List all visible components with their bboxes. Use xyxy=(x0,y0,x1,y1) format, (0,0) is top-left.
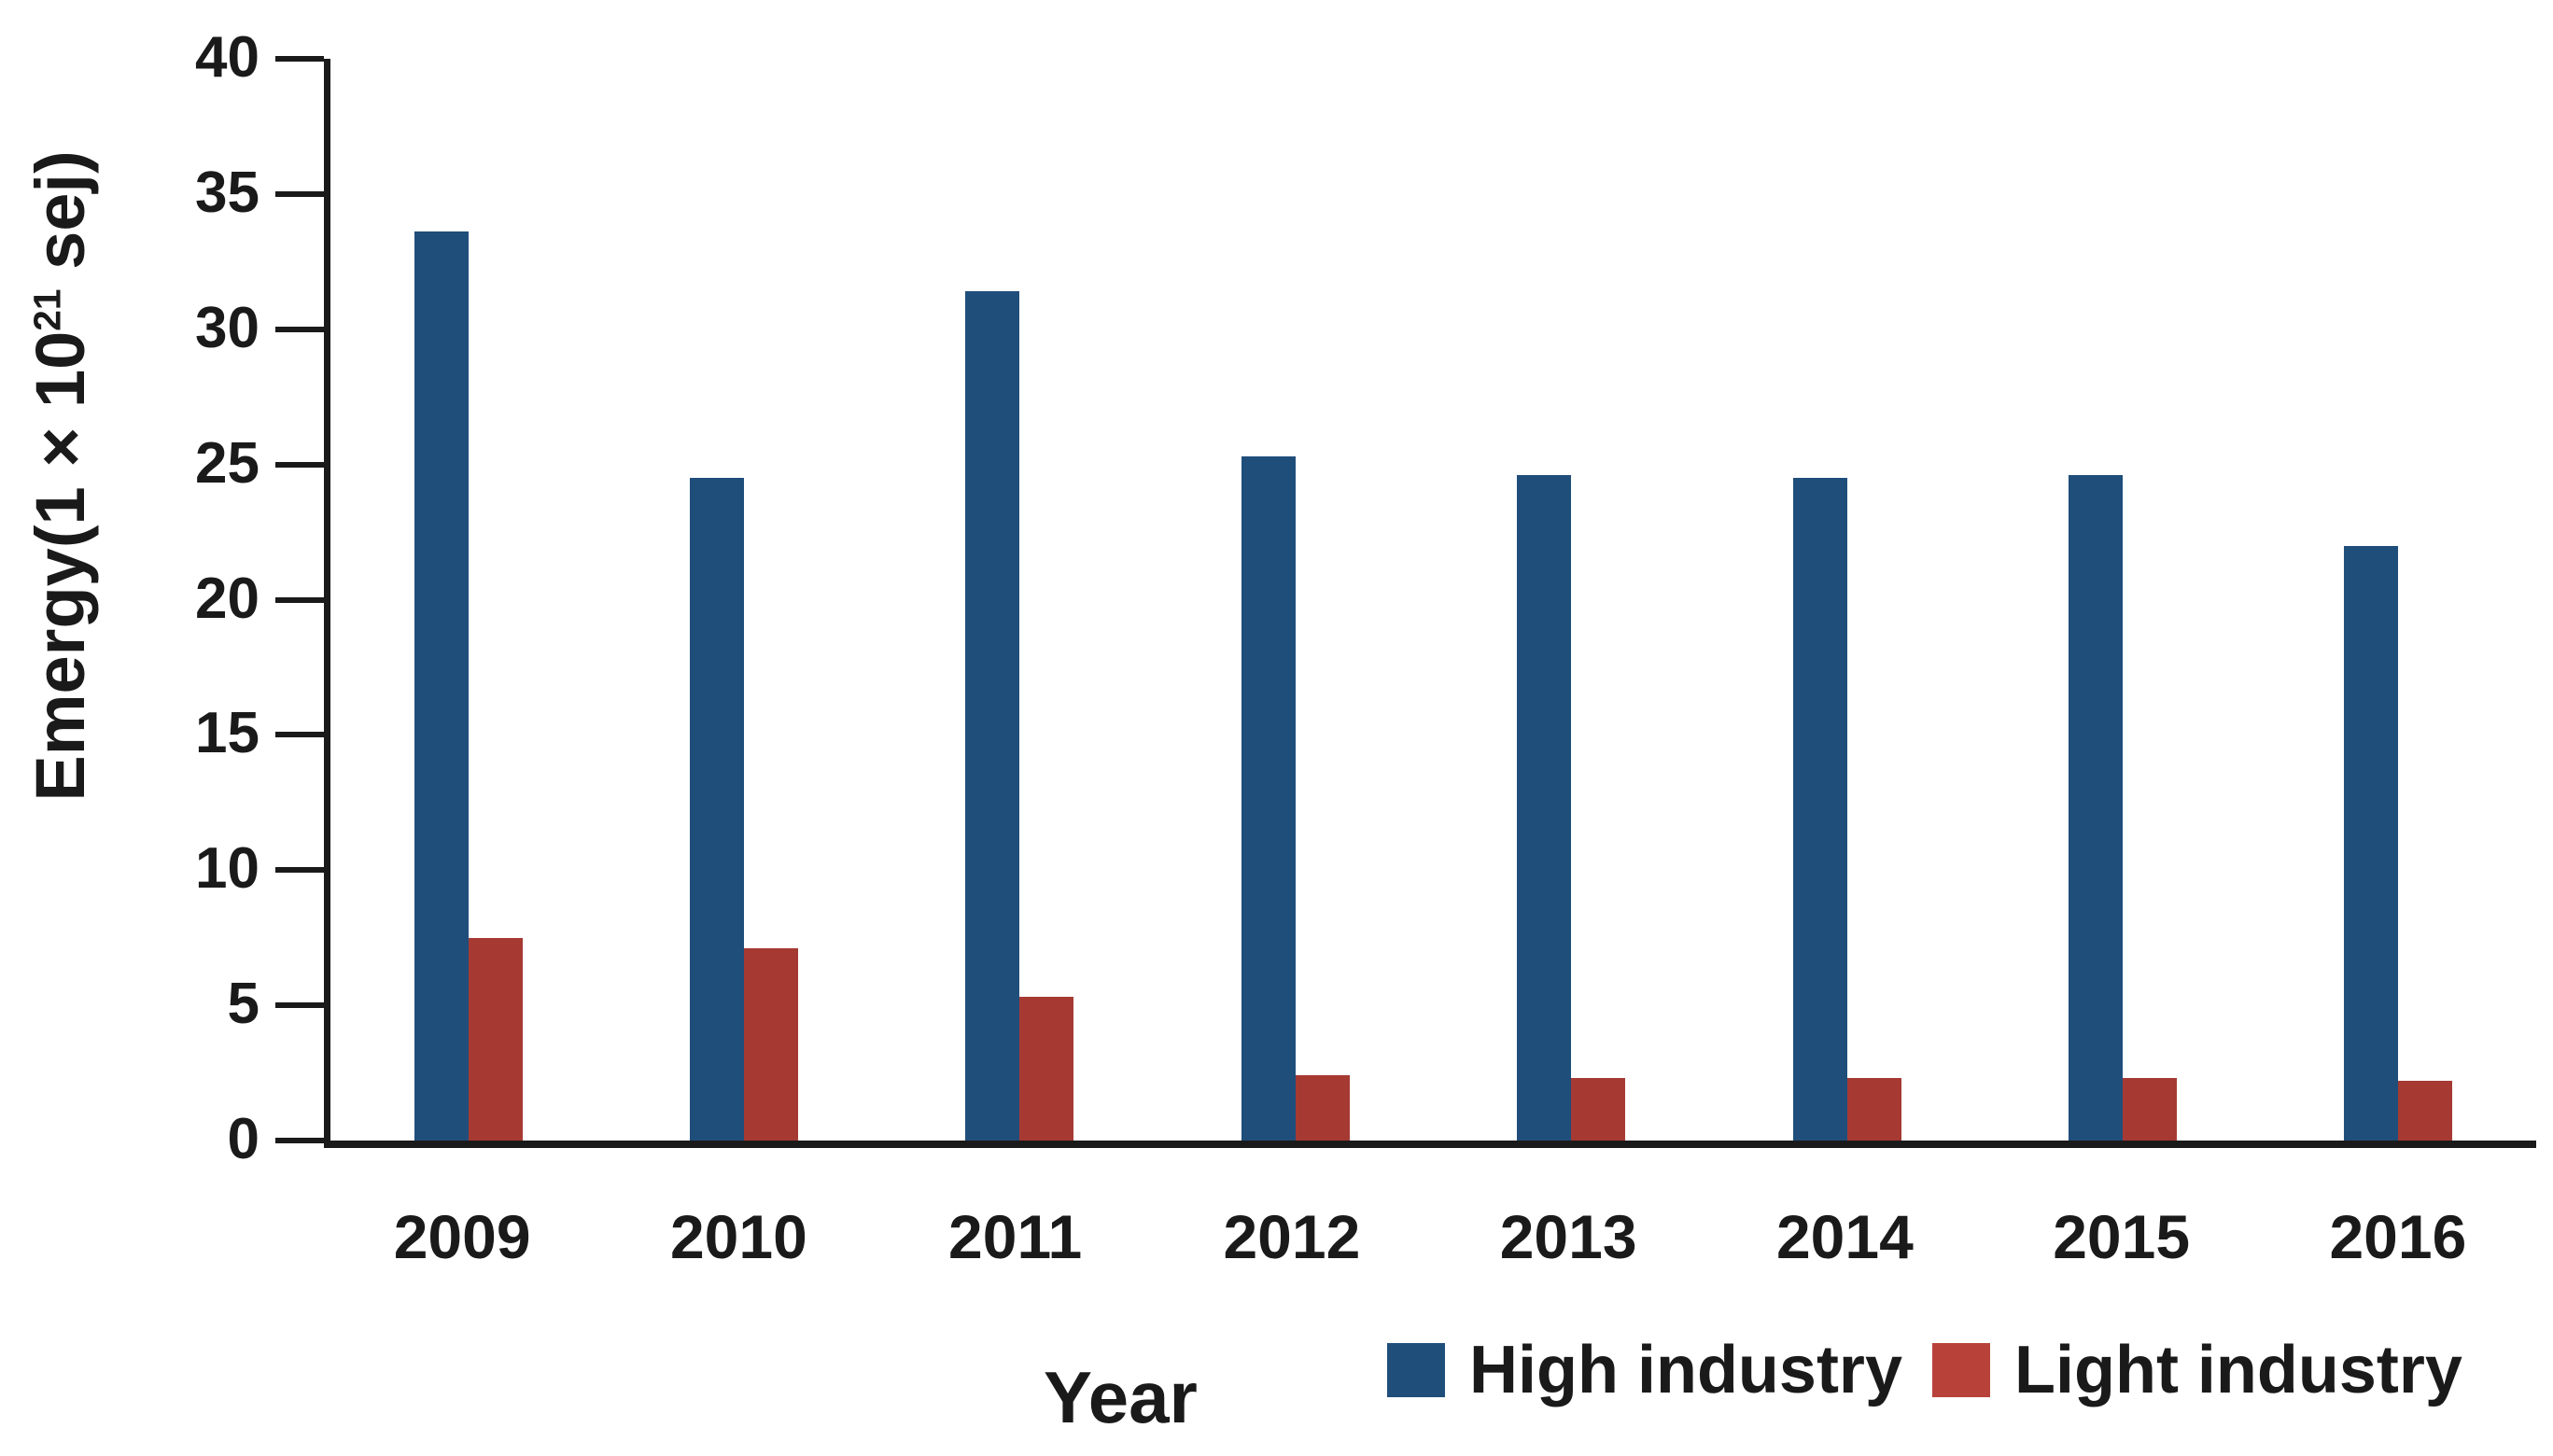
y-tick-25 xyxy=(275,461,324,468)
y-tick-40 xyxy=(275,56,324,62)
bar-group-2014 xyxy=(1709,59,1985,1141)
bar-group-2011 xyxy=(882,59,1157,1141)
bar-high-industry-2015 xyxy=(2068,475,2123,1141)
x-tick-label-2014: 2014 xyxy=(1775,1202,1914,1271)
y-tick-label-0: 0 xyxy=(227,1106,260,1171)
y-ticks: 0 5 10 15 20 25 30 35 40 xyxy=(195,28,2536,1168)
bar-light-industry-2009 xyxy=(468,937,523,1141)
light-industry-swatch xyxy=(1932,1343,1990,1397)
high-industry-swatch xyxy=(1387,1343,1445,1397)
bar-light-industry-2011 xyxy=(1019,997,1074,1141)
legend-item-high-industry: High industry xyxy=(1387,1337,1902,1404)
bar-light-industry-2013 xyxy=(1571,1078,1626,1141)
y-tick-label-20: 20 xyxy=(195,566,260,631)
y-tick-35 xyxy=(275,190,324,197)
y-tick-label-25: 25 xyxy=(195,430,260,496)
y-tick-20 xyxy=(275,596,324,603)
y-tick-label-5: 5 xyxy=(227,971,260,1036)
y-tick-5 xyxy=(275,1002,324,1009)
x-tick-labels: 2009 2010 2011 2012 2013 2014 2015 2016 xyxy=(324,1206,2536,1267)
y-tick-label-30: 30 xyxy=(195,295,260,360)
bar-group-2013 xyxy=(1434,59,1709,1141)
y-tick-15 xyxy=(275,732,324,738)
bar-high-industry-2011 xyxy=(965,291,1020,1141)
bar-group-2015 xyxy=(1985,59,2260,1141)
bar-light-industry-2010 xyxy=(744,948,799,1141)
x-tick-label-2013: 2013 xyxy=(1499,1202,1637,1271)
x-tick-label-2015: 2015 xyxy=(2053,1202,2191,1271)
legend-label-light-industry: Light industry xyxy=(2014,1333,2462,1407)
x-tick-label-2012: 2012 xyxy=(1223,1202,1361,1271)
bar-groups xyxy=(330,59,2536,1141)
bar-light-industry-2012 xyxy=(1295,1075,1350,1141)
y-tick-label-35: 35 xyxy=(195,160,260,225)
legend-label-high-industry: High industry xyxy=(1469,1333,1902,1407)
plot-area: 0 5 10 15 20 25 30 35 40 xyxy=(195,28,2536,1168)
x-tick-label-2010: 2010 xyxy=(669,1202,807,1271)
y-axis-title: Emergy(1 × 1021 sej) xyxy=(21,150,99,801)
y-tick-label-15: 15 xyxy=(195,701,260,766)
y-axis-title-exponent: 21 xyxy=(25,288,69,331)
y-tick-10 xyxy=(275,867,324,874)
bar-high-industry-2016 xyxy=(2344,545,2399,1141)
bar-group-2012 xyxy=(1157,59,1433,1141)
bar-group-2016 xyxy=(2261,59,2536,1141)
legend-item-light-industry: Light industry xyxy=(1932,1337,2462,1404)
bar-group-2009 xyxy=(330,59,606,1141)
bar-light-industry-2015 xyxy=(2122,1078,2177,1141)
y-tick-label-10: 10 xyxy=(195,836,260,902)
y-tick-30 xyxy=(275,326,324,332)
bar-light-industry-2016 xyxy=(2398,1081,2453,1141)
y-tick-0 xyxy=(275,1138,324,1143)
y-tick-label-40: 40 xyxy=(195,24,260,90)
x-tick-label-2016: 2016 xyxy=(2329,1202,2467,1271)
y-axis-title-prefix: Emergy(1 × 10 xyxy=(21,330,99,802)
bar-high-industry-2014 xyxy=(1792,478,1847,1141)
bar-high-industry-2013 xyxy=(1517,475,1572,1141)
y-axis-title-suffix: sej) xyxy=(21,150,99,289)
bar-light-industry-2014 xyxy=(1846,1078,1901,1141)
legend: High industry Light industry xyxy=(1387,1337,2462,1404)
bar-group-2010 xyxy=(606,59,881,1141)
bar-high-industry-2010 xyxy=(690,478,745,1141)
x-axis-title: Year xyxy=(1044,1356,1198,1438)
x-tick-label-2009: 2009 xyxy=(393,1202,531,1271)
x-tick-label-2011: 2011 xyxy=(948,1202,1083,1271)
bar-high-industry-2009 xyxy=(414,231,469,1141)
bar-high-industry-2012 xyxy=(1241,455,1296,1141)
